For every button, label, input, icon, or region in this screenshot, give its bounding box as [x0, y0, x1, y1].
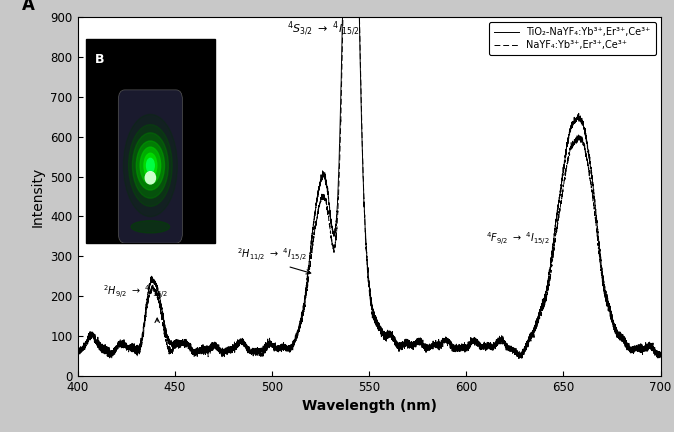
NaYF₄:Yb³⁺,Er³⁺,Ce³⁺: [656, 351, 665, 356]
Text: $^2H_{9/2}\ \rightarrow\ ^4I_{15/2}$: $^2H_{9/2}\ \rightarrow\ ^4I_{15/2}$: [102, 283, 168, 300]
Text: $^4S_{3/2}\ \rightarrow\ ^4I_{15/2}$: $^4S_{3/2}\ \rightarrow\ ^4I_{15/2}$: [287, 19, 361, 38]
TiO₂-NaYF₄:Yb³⁺,Er³⁺,Ce³⁺: [656, 353, 665, 359]
TiO₂-NaYF₄:Yb³⁺,Er³⁺,Ce³⁺: [335, 167, 343, 172]
NaYF₄:Yb³⁺,Er³⁺,Ce³⁺: [73, 349, 82, 354]
NaYF₄:Yb³⁺,Er³⁺,Ce³⁺: [293, 330, 301, 335]
TiO₂-NaYF₄:Yb³⁺,Er³⁺,Ce³⁺: [215, 346, 223, 351]
Y-axis label: Intensity: Intensity: [31, 166, 45, 227]
TiO₂-NaYF₄:Yb³⁺,Er³⁺,Ce³⁺: [212, 346, 220, 352]
NaYF₄:Yb³⁺,Er³⁺,Ce³⁺: [212, 344, 220, 349]
TiO₂-NaYF₄:Yb³⁺,Er³⁺,Ce³⁺: [293, 330, 301, 335]
Line: TiO₂-NaYF₄:Yb³⁺,Er³⁺,Ce³⁺: TiO₂-NaYF₄:Yb³⁺,Er³⁺,Ce³⁺: [78, 17, 661, 358]
NaYF₄:Yb³⁺,Er³⁺,Ce³⁺: [209, 345, 217, 350]
Legend: TiO₂-NaYF₄:Yb³⁺,Er³⁺,Ce³⁺, NaYF₄:Yb³⁺,Er³⁺,Ce³⁺: TiO₂-NaYF₄:Yb³⁺,Er³⁺,Ce³⁺, NaYF₄:Yb³⁺,Er…: [489, 22, 656, 55]
TiO₂-NaYF₄:Yb³⁺,Er³⁺,Ce³⁺: [338, 15, 346, 20]
NaYF₄:Yb³⁺,Er³⁺,Ce³⁺: [518, 356, 526, 362]
NaYF₄:Yb³⁺,Er³⁺,Ce³⁺: [652, 352, 660, 357]
Text: $^2H_{11/2}\ \rightarrow\ ^4I_{15/2}$: $^2H_{11/2}\ \rightarrow\ ^4I_{15/2}$: [237, 246, 307, 263]
Text: A: A: [22, 0, 35, 14]
NaYF₄:Yb³⁺,Er³⁺,Ce³⁺: [335, 186, 343, 191]
Text: $^4F_{9/2}\ \rightarrow\ ^4I_{15/2}$: $^4F_{9/2}\ \rightarrow\ ^4I_{15/2}$: [486, 230, 549, 247]
TiO₂-NaYF₄:Yb³⁺,Er³⁺,Ce³⁺: [73, 349, 82, 354]
NaYF₄:Yb³⁺,Er³⁺,Ce³⁺: [215, 346, 223, 351]
TiO₂-NaYF₄:Yb³⁺,Er³⁺,Ce³⁺: [652, 349, 660, 354]
X-axis label: Wavelength (nm): Wavelength (nm): [301, 399, 437, 413]
TiO₂-NaYF₄:Yb³⁺,Er³⁺,Ce³⁺: [515, 356, 523, 361]
TiO₂-NaYF₄:Yb³⁺,Er³⁺,Ce³⁺: [209, 343, 217, 348]
NaYF₄:Yb³⁺,Er³⁺,Ce³⁺: [339, 15, 347, 20]
Line: NaYF₄:Yb³⁺,Er³⁺,Ce³⁺: NaYF₄:Yb³⁺,Er³⁺,Ce³⁺: [78, 17, 661, 359]
